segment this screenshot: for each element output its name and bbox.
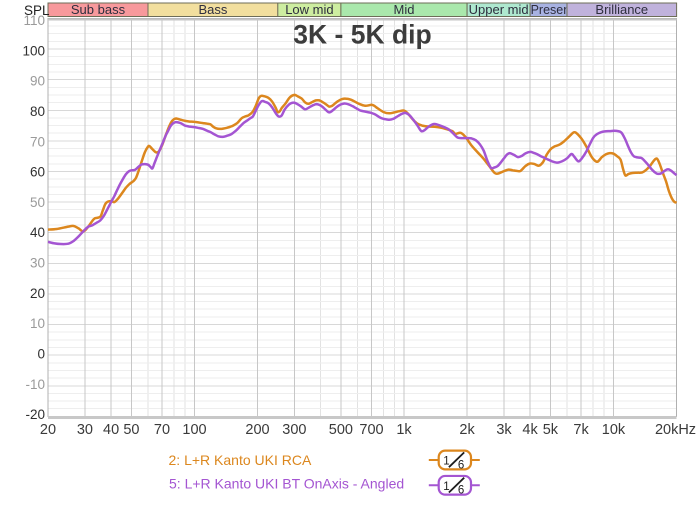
- svg-text:2: L+R Kanto UKI RCA: 2: L+R Kanto UKI RCA: [169, 452, 312, 468]
- svg-text:Sub bass: Sub bass: [71, 2, 126, 17]
- svg-text:5k: 5k: [543, 422, 559, 438]
- svg-text:1: 1: [443, 481, 449, 493]
- svg-text:50: 50: [30, 195, 45, 210]
- svg-text:100: 100: [22, 43, 45, 58]
- svg-text:20kHz: 20kHz: [655, 422, 696, 438]
- svg-text:4k: 4k: [522, 422, 538, 438]
- svg-text:60: 60: [30, 165, 45, 180]
- svg-text:Mid: Mid: [394, 2, 415, 17]
- svg-text:SPL: SPL: [24, 3, 50, 18]
- svg-text:30: 30: [30, 256, 45, 271]
- svg-text:10: 10: [30, 316, 45, 331]
- svg-text:500: 500: [329, 422, 353, 438]
- svg-text:Presence: Presence: [531, 3, 584, 17]
- svg-text:100: 100: [182, 422, 206, 438]
- svg-text:70: 70: [30, 134, 45, 149]
- svg-text:300: 300: [282, 422, 306, 438]
- svg-text:Bass: Bass: [198, 2, 227, 17]
- svg-text:1: 1: [443, 456, 449, 468]
- svg-text:-10: -10: [25, 377, 45, 392]
- svg-text:90: 90: [30, 74, 45, 89]
- svg-text:Upper mid: Upper mid: [469, 2, 529, 17]
- svg-text:3k: 3k: [496, 422, 512, 438]
- svg-text:20: 20: [40, 422, 56, 438]
- svg-text:700: 700: [359, 422, 383, 438]
- svg-text:6: 6: [458, 485, 464, 497]
- svg-text:80: 80: [30, 104, 45, 119]
- svg-text:70: 70: [154, 422, 170, 438]
- svg-text:10k: 10k: [602, 422, 626, 438]
- svg-text:0: 0: [37, 347, 45, 362]
- svg-text:2k: 2k: [459, 422, 475, 438]
- svg-text:Brilliance: Brilliance: [595, 2, 648, 17]
- svg-text:200: 200: [245, 422, 269, 438]
- svg-text:30: 30: [77, 422, 93, 438]
- svg-text:3K - 5K dip: 3K - 5K dip: [293, 20, 431, 50]
- svg-text:1k: 1k: [396, 422, 412, 438]
- svg-text:Low mid: Low mid: [285, 2, 333, 17]
- svg-text:40: 40: [30, 225, 45, 240]
- svg-text:40: 40: [103, 422, 119, 438]
- svg-text:5: L+R Kanto UKI BT OnAxis - A: 5: L+R Kanto UKI BT OnAxis - Angled: [169, 476, 404, 492]
- svg-text:7k: 7k: [573, 422, 589, 438]
- svg-text:110: 110: [23, 13, 45, 28]
- svg-text:20: 20: [30, 286, 45, 301]
- svg-text:6: 6: [458, 459, 464, 471]
- svg-text:50: 50: [123, 422, 139, 438]
- svg-text:-20: -20: [25, 407, 45, 422]
